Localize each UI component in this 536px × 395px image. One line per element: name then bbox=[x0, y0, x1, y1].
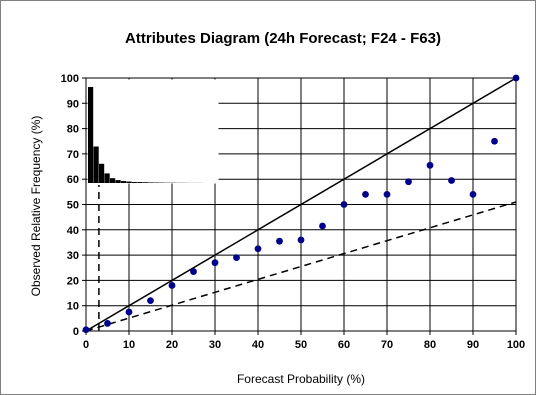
data-point bbox=[211, 259, 219, 267]
data-point bbox=[340, 201, 348, 208]
x-tick-label: 20 bbox=[166, 339, 178, 351]
histogram-bar bbox=[99, 163, 105, 183]
y-tick-label: 100 bbox=[61, 73, 79, 85]
reference-lines bbox=[85, 77, 517, 332]
y-tick-label: 80 bbox=[67, 124, 79, 136]
y-tick-label: 70 bbox=[67, 149, 79, 161]
chart-title: Attributes Diagram (24h Forecast; F24 - … bbox=[125, 30, 441, 47]
histogram-bar bbox=[132, 182, 138, 183]
histogram-bar bbox=[121, 181, 127, 183]
y-tick-labels: 0 10 20 30 40 50 60 70 80 90 100 bbox=[61, 73, 79, 338]
data-point bbox=[469, 190, 477, 198]
y-tick-label: 60 bbox=[67, 174, 79, 186]
histogram-bar bbox=[126, 181, 132, 183]
data-point bbox=[512, 74, 520, 82]
y-tick-label: 20 bbox=[67, 275, 79, 287]
y-tick-label: 0 bbox=[73, 326, 79, 338]
data-point bbox=[190, 268, 197, 275]
data-point bbox=[233, 254, 240, 262]
data-point bbox=[297, 236, 305, 244]
data-point bbox=[426, 161, 434, 169]
data-point bbox=[254, 245, 262, 253]
x-tick-label: 80 bbox=[424, 339, 436, 351]
data-point bbox=[82, 326, 90, 334]
histogram-bar bbox=[137, 182, 143, 183]
x-tick-label: 10 bbox=[123, 339, 135, 351]
x-tick-label: 60 bbox=[338, 339, 350, 351]
histogram-bar bbox=[88, 87, 94, 183]
inset-background bbox=[87, 79, 219, 184]
histogram-bar bbox=[104, 173, 110, 183]
data-point bbox=[168, 282, 176, 289]
data-point bbox=[276, 237, 283, 245]
data-point bbox=[491, 137, 498, 145]
data-points bbox=[82, 74, 520, 334]
data-point bbox=[383, 190, 391, 198]
y-tick-label: 50 bbox=[67, 200, 79, 212]
histogram-bar bbox=[115, 180, 121, 183]
data-point bbox=[362, 190, 369, 198]
y-tick-label: 30 bbox=[67, 250, 79, 262]
no-skill-line bbox=[85, 201, 517, 332]
y-axis-label: Observed Relative Frequency (%) bbox=[29, 116, 43, 297]
data-point bbox=[125, 308, 133, 316]
y-tick-label: 10 bbox=[67, 301, 79, 313]
data-point bbox=[104, 320, 111, 327]
data-point bbox=[147, 297, 154, 305]
inset-histogram bbox=[87, 79, 219, 184]
histogram-bar bbox=[148, 182, 154, 183]
x-tick-label: 40 bbox=[252, 339, 264, 351]
histogram-bar bbox=[93, 146, 99, 183]
y-tick-label: 90 bbox=[67, 98, 79, 110]
data-point bbox=[448, 177, 455, 184]
y-tick-label: 40 bbox=[67, 225, 79, 237]
x-tick-label: 70 bbox=[381, 339, 393, 351]
x-tick-label: 30 bbox=[209, 339, 221, 351]
x-tick-label: 50 bbox=[295, 339, 307, 351]
x-tick-label: 0 bbox=[83, 339, 89, 351]
x-tick-label: 90 bbox=[467, 339, 479, 351]
data-point bbox=[319, 222, 326, 230]
histogram-bar bbox=[110, 178, 116, 183]
x-axis-label: Forecast Probability (%) bbox=[237, 372, 365, 386]
histogram-bar bbox=[143, 182, 149, 183]
x-tick-labels: 0 10 20 30 40 50 60 70 80 90 100 bbox=[83, 339, 525, 351]
data-point bbox=[405, 178, 412, 186]
x-tick-label: 100 bbox=[507, 339, 525, 351]
perfect-reliability-line bbox=[85, 77, 517, 332]
